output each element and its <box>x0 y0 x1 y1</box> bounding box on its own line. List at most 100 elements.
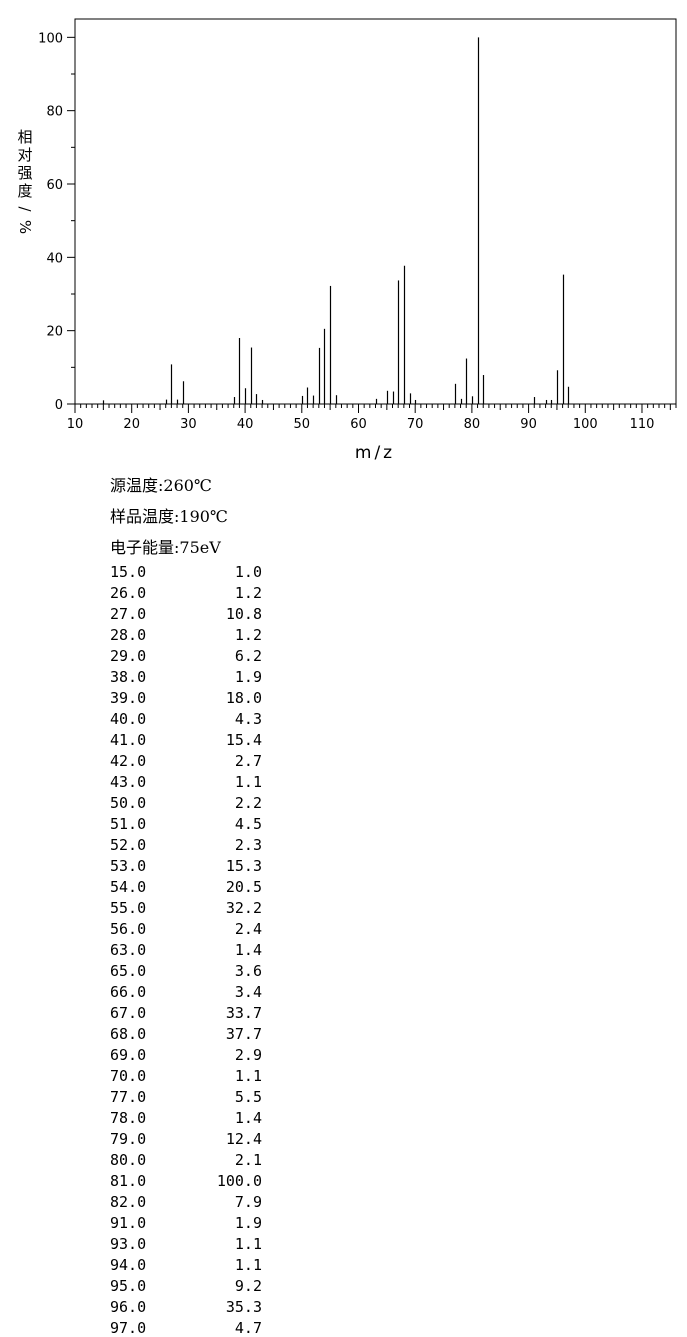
peak-mz: 40.0 <box>110 710 147 728</box>
mass-spectrum-chart: 0 20 40 60 80 100 10 20 30 40 50 60 70 80 90 100 110 m/… <box>16 18 677 463</box>
peak-intensity: 3.6 <box>234 962 262 980</box>
peak-intensity: 10.8 <box>225 605 262 623</box>
peak-mz: 41.0 <box>110 731 147 749</box>
peak-mz: 54.0 <box>110 878 147 896</box>
peak-row: 80.0 2.1 <box>110 1151 270 1169</box>
peak-mz: 81.0 <box>110 1172 147 1190</box>
y-tick-label: 80 <box>46 105 63 120</box>
peak-intensity: 4.7 <box>234 1319 262 1337</box>
x-tick-label: 100 <box>573 417 598 432</box>
peak-intensity: 1.1 <box>234 1235 262 1253</box>
peak-intensity: 2.7 <box>234 752 262 770</box>
y-axis-label-char: 强 <box>17 164 32 182</box>
x-tick-label: 60 <box>350 417 367 432</box>
peak-mz: 27.0 <box>110 605 147 623</box>
peak-mz: 77.0 <box>110 1088 147 1106</box>
peak-mz: 97.0 <box>110 1319 147 1337</box>
peak-row: 77.0 5.5 <box>110 1088 270 1106</box>
peak-intensity: 1.0 <box>234 563 262 581</box>
peak-mz: 28.0 <box>110 626 147 644</box>
peak-row: 43.0 1.1 <box>110 773 270 791</box>
peak-row: 70.0 1.1 <box>110 1067 270 1085</box>
peak-mz: 26.0 <box>110 584 147 602</box>
sample-temperature: 样品温度:190℃ <box>110 507 228 526</box>
peak-intensity: 4.5 <box>234 815 262 833</box>
peak-mz: 69.0 <box>110 1046 147 1064</box>
y-axis-label-char: % <box>16 220 34 234</box>
x-tick-label: 50 <box>294 417 311 432</box>
peak-intensity: 1.1 <box>234 1256 262 1274</box>
peak-row: 26.0 1.2 <box>110 584 270 602</box>
peak-intensity: 3.4 <box>234 983 262 1001</box>
peak-row: 50.0 2.2 <box>110 794 270 812</box>
peak-intensity: 2.4 <box>234 920 262 938</box>
x-axis-label: m/z <box>355 443 395 463</box>
peak-row: 41.0 15.4 <box>110 731 270 749</box>
peak-row: 51.0 4.5 <box>110 815 270 833</box>
peak-row: 27.0 10.8 <box>110 605 270 623</box>
peak-intensity: 6.2 <box>234 647 262 665</box>
peak-mz: 70.0 <box>110 1067 147 1085</box>
peak-row: 95.0 9.2 <box>110 1277 270 1295</box>
peak-intensity: 9.2 <box>234 1277 262 1295</box>
peak-intensity: 37.7 <box>225 1025 262 1043</box>
peak-intensity: 1.4 <box>234 1109 262 1127</box>
peak-mz: 53.0 <box>110 857 147 875</box>
peak-row: 91.0 1.9 <box>110 1214 270 1232</box>
peak-intensity: 1.9 <box>234 668 262 686</box>
y-tick-label: 60 <box>46 178 63 193</box>
peak-intensity: 2.2 <box>234 794 262 812</box>
peak-row: 93.0 1.1 <box>110 1235 270 1253</box>
y-tick-label: 100 <box>38 31 63 46</box>
peak-mz: 15.0 <box>110 563 147 581</box>
x-tick-label: 30 <box>180 417 197 432</box>
peak-mz: 51.0 <box>110 815 147 833</box>
peak-mz: 52.0 <box>110 836 147 854</box>
peak-mz: 39.0 <box>110 689 147 707</box>
peak-mz: 82.0 <box>110 1193 147 1211</box>
peak-mz: 78.0 <box>110 1109 147 1127</box>
peak-row: 65.0 3.6 <box>110 962 270 980</box>
peak-mz: 96.0 <box>110 1298 147 1316</box>
peak-mz: 68.0 <box>110 1025 147 1043</box>
x-axis-ticks: 10 20 30 40 50 60 70 80 90 100 110 <box>67 404 677 432</box>
electron-energy: 电子能量:75eV <box>110 538 221 557</box>
y-axis-label-char: 度 <box>17 182 32 200</box>
peak-row: 39.0 18.0 <box>110 689 270 707</box>
peak-row: 82.0 7.9 <box>110 1193 270 1211</box>
x-tick-label: 70 <box>407 417 424 432</box>
spectrum-peaks <box>102 37 570 404</box>
y-axis-ticks: 0 20 40 60 80 100 <box>38 31 75 413</box>
x-tick-label: 20 <box>123 417 140 432</box>
peak-intensity: 1.2 <box>234 584 262 602</box>
peak-row: 67.0 33.7 <box>110 1004 270 1022</box>
y-axis-label-char: / <box>16 206 34 212</box>
peak-mz: 67.0 <box>110 1004 147 1022</box>
x-tick-label: 80 <box>464 417 481 432</box>
peak-mz: 66.0 <box>110 983 147 1001</box>
peak-mz: 55.0 <box>110 899 147 917</box>
y-tick-label: 40 <box>46 251 63 266</box>
peak-mz: 63.0 <box>110 941 147 959</box>
peak-intensity: 15.4 <box>225 731 262 749</box>
peak-row: 40.0 4.3 <box>110 710 270 728</box>
peak-intensity: 2.3 <box>234 836 262 854</box>
peak-row: 96.0 35.3 <box>110 1298 270 1316</box>
x-tick-label: 10 <box>67 417 84 432</box>
peak-row: 94.0 1.1 <box>110 1256 270 1274</box>
peak-mz: 93.0 <box>110 1235 147 1253</box>
peak-row: 79.0 12.4 <box>110 1130 270 1148</box>
peak-intensity: 1.4 <box>234 941 262 959</box>
peak-intensity: 4.3 <box>234 710 262 728</box>
peak-mz: 79.0 <box>110 1130 147 1148</box>
peak-row: 81.0 100.0 <box>110 1172 270 1190</box>
y-axis-label-char: 对 <box>17 146 32 164</box>
peak-intensity: 32.2 <box>225 899 262 917</box>
peak-mz: 80.0 <box>110 1151 147 1169</box>
peak-intensity: 15.3 <box>225 857 262 875</box>
peak-mz: 65.0 <box>110 962 147 980</box>
peak-mz: 56.0 <box>110 920 147 938</box>
y-tick-label: 0 <box>55 398 63 413</box>
peak-intensity: 5.5 <box>234 1088 262 1106</box>
peak-row: 29.0 6.2 <box>110 647 270 665</box>
